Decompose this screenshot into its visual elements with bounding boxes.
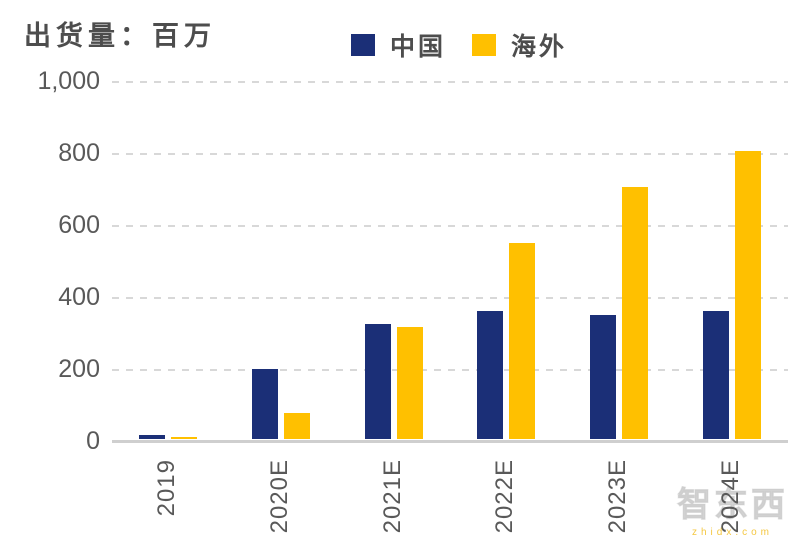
bar-中国-2020E (252, 368, 278, 439)
x-tick-label-2024E: 2024E (716, 459, 744, 534)
bar-海外-2022E (509, 242, 536, 439)
gridline-400 (112, 297, 788, 299)
x-tick-label-2020E: 2020E (266, 459, 293, 534)
x-tick-label-2022E: 2022E (491, 459, 519, 534)
x-tick-label-2021E: 2021E (378, 459, 406, 534)
y-tick-label-0: 0 (86, 427, 100, 455)
bar-中国-2024E (702, 311, 729, 439)
gridline-200 (112, 369, 788, 371)
bar-海外-2023E (622, 187, 648, 439)
bar-海外-2024E (734, 151, 761, 439)
y-tick-label-400: 400 (58, 283, 100, 311)
y-tick-label-800: 800 (58, 139, 100, 167)
bar-海外-2020E (284, 413, 310, 439)
legend-item-china: 中国 (351, 27, 446, 63)
x-axis-line (112, 440, 788, 443)
x-axis: 2019 2020E 2021E 2022E 2023E 2024E (0, 453, 800, 550)
legend-swatch-overseas (472, 34, 497, 56)
legend-label-overseas: 海外 (511, 34, 568, 61)
y-tick-label-600: 600 (58, 211, 100, 239)
gridline-1000 (112, 81, 788, 83)
plot-area (112, 81, 788, 443)
bar-group-2020E (252, 368, 310, 439)
bar-group-2023E (590, 187, 648, 439)
y-tick-label-200: 200 (58, 355, 100, 383)
legend-item-overseas: 海外 (472, 27, 567, 63)
y-tick-label-1000: 1,000 (37, 67, 100, 95)
bar-中国-2023E (590, 314, 616, 439)
bar-中国-2019 (139, 435, 166, 439)
bar-group-2022E (477, 242, 536, 439)
bar-海外-2021E (396, 327, 423, 439)
gridline-800 (112, 153, 788, 155)
bar-group-2024E (702, 151, 761, 439)
legend-swatch-china (351, 34, 375, 56)
chart-title: 出货量：百万 (24, 21, 216, 51)
legend: 中国 海外 (351, 27, 567, 63)
legend-label-china: 中国 (390, 34, 447, 61)
x-tick-label-2019: 2019 (153, 459, 181, 517)
bar-中国-2022E (477, 311, 504, 439)
bar-中国-2021E (364, 323, 391, 439)
gridline-600 (112, 225, 788, 227)
bar-group-2021E (364, 323, 423, 439)
bar-海外-2019 (171, 437, 198, 439)
bar-group-2019 (139, 435, 198, 439)
x-tick-label-2023E: 2023E (604, 459, 631, 534)
